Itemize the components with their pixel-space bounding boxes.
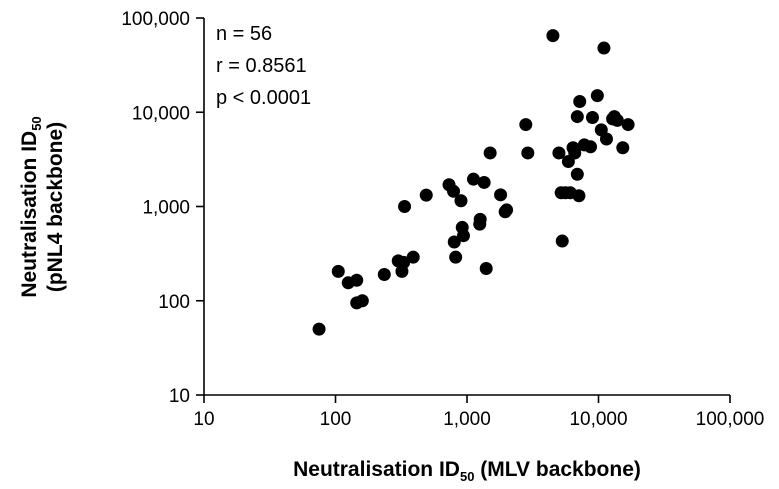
annotation-n: n = 56 (216, 23, 272, 45)
data-point (500, 203, 514, 217)
data-point (610, 113, 624, 127)
x-axis-title: Neutralisation ID50 (MLV backbone) (293, 458, 641, 484)
data-point (555, 234, 569, 248)
data-point (397, 255, 411, 269)
x-tick-label: 1,000 (443, 409, 491, 430)
data-point (479, 261, 493, 275)
data-point (570, 110, 584, 124)
data-point (494, 188, 508, 202)
data-point (466, 172, 480, 186)
data-point (585, 110, 599, 124)
x-tick-label: 10,000 (569, 409, 627, 430)
y-axis-title-line2: (pNL4 backbone) (44, 122, 67, 292)
x-tick-label: 100,000 (696, 409, 765, 430)
data-point (616, 141, 630, 155)
y-axis-title-main: Neutralisation ID (18, 131, 41, 298)
x-tick-label: 100 (320, 409, 352, 430)
svg-text:Neutralisation ID50: Neutralisation ID50 (18, 116, 44, 297)
y-tick-label: 10,000 (132, 103, 190, 124)
data-point (621, 118, 635, 132)
x-axis-title-sub: 50 (460, 469, 474, 484)
y-tick-label: 10 (169, 386, 190, 407)
data-point (350, 273, 364, 287)
data-point (456, 229, 470, 243)
y-tick-label: 100,000 (121, 9, 190, 30)
data-point (355, 294, 369, 308)
data-point (419, 188, 433, 202)
data-point (331, 264, 345, 278)
data-point (584, 140, 598, 154)
x-axis-title-main: Neutralisation ID (293, 458, 460, 481)
data-points (312, 29, 635, 336)
x-ticks: 10 100 1,000 10,000 100,000 (193, 395, 764, 430)
data-point (568, 146, 582, 160)
data-point (447, 235, 461, 249)
data-point (519, 118, 533, 132)
data-point (473, 212, 487, 226)
data-point (597, 41, 611, 55)
x-tick-label: 10 (193, 409, 214, 430)
y-axis-title: Neutralisation ID50 (pNL4 backbone) (18, 116, 67, 297)
y-tick-label: 100 (158, 292, 190, 313)
y-ticks: 10 100 1,000 10,000 100,000 (121, 9, 204, 407)
data-point (477, 175, 491, 189)
data-point (377, 267, 391, 281)
data-point (573, 95, 587, 109)
data-point (521, 146, 535, 160)
data-point (449, 250, 463, 264)
data-point (483, 146, 497, 160)
y-tick-label: 1,000 (142, 198, 190, 219)
data-point (572, 189, 586, 203)
data-point (312, 322, 326, 336)
data-point (454, 194, 468, 208)
data-point (398, 200, 412, 213)
stats-annotations: n = 56 r = 0.8561 p < 0.0001 (216, 23, 311, 109)
data-point (594, 123, 608, 137)
data-point (447, 184, 461, 198)
annotation-r: r = 0.8561 (216, 55, 307, 77)
y-axis-title-sub: 50 (29, 116, 44, 130)
x-axis-title-tail: (MLV backbone) (474, 458, 640, 481)
data-point (546, 29, 560, 43)
data-point (552, 146, 566, 160)
annotation-p: p < 0.0001 (216, 87, 311, 109)
data-point (570, 167, 584, 181)
data-point (406, 250, 420, 264)
data-point (590, 89, 604, 103)
